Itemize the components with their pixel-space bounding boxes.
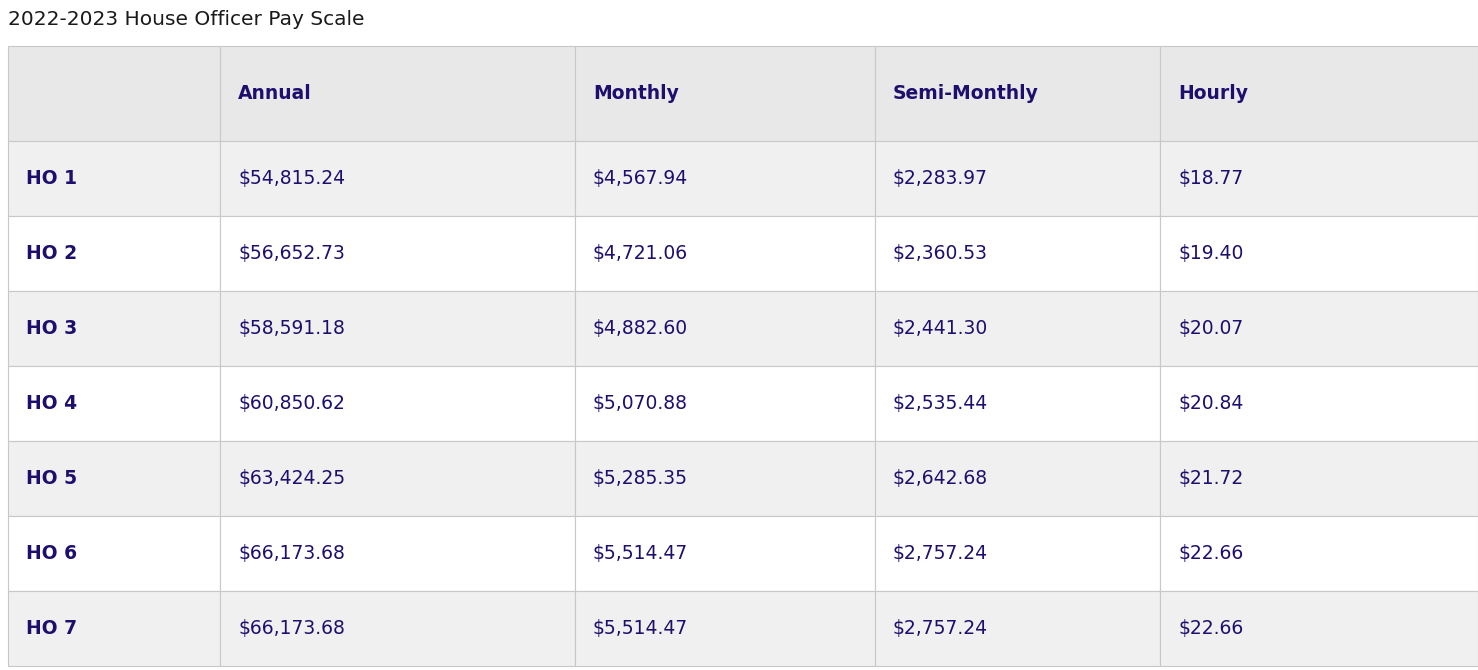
Text: 2022-2023 House Officer Pay Scale: 2022-2023 House Officer Pay Scale: [7, 10, 365, 29]
Bar: [1160, 516, 1478, 591]
Text: $19.40: $19.40: [1178, 244, 1243, 263]
Text: $2,535.44: $2,535.44: [893, 394, 989, 413]
Text: $4,721.06: $4,721.06: [593, 244, 689, 263]
Bar: [220, 366, 575, 441]
Bar: [1160, 366, 1478, 441]
Text: $58,591.18: $58,591.18: [238, 319, 344, 338]
Bar: [875, 216, 1160, 291]
Text: HO 7: HO 7: [27, 619, 77, 638]
Bar: [875, 46, 1160, 141]
Text: $5,285.35: $5,285.35: [593, 469, 687, 488]
Text: $18.77: $18.77: [1178, 169, 1243, 188]
Text: $22.66: $22.66: [1178, 619, 1243, 638]
Text: $56,652.73: $56,652.73: [238, 244, 344, 263]
Bar: [220, 46, 575, 141]
Bar: [575, 516, 875, 591]
Text: $66,173.68: $66,173.68: [238, 619, 344, 638]
Bar: [7, 46, 220, 141]
Text: HO 4: HO 4: [27, 394, 77, 413]
Text: $2,757.24: $2,757.24: [893, 619, 989, 638]
Text: $5,514.47: $5,514.47: [593, 544, 689, 563]
Bar: [575, 366, 875, 441]
Text: $66,173.68: $66,173.68: [238, 544, 344, 563]
Text: $60,850.62: $60,850.62: [238, 394, 344, 413]
Bar: [7, 516, 220, 591]
Bar: [1160, 46, 1478, 141]
Text: $20.84: $20.84: [1178, 394, 1243, 413]
Bar: [7, 441, 220, 516]
Bar: [575, 591, 875, 666]
Bar: [575, 46, 875, 141]
Text: $2,283.97: $2,283.97: [893, 169, 987, 188]
Text: $4,567.94: $4,567.94: [593, 169, 689, 188]
Text: $2,642.68: $2,642.68: [893, 469, 989, 488]
Text: HO 6: HO 6: [27, 544, 77, 563]
Text: HO 2: HO 2: [27, 244, 77, 263]
Text: Monthly: Monthly: [593, 84, 678, 103]
Text: $20.07: $20.07: [1178, 319, 1243, 338]
Bar: [875, 291, 1160, 366]
Bar: [575, 216, 875, 291]
Bar: [7, 141, 220, 216]
Text: $5,070.88: $5,070.88: [593, 394, 687, 413]
Bar: [7, 591, 220, 666]
Text: $2,360.53: $2,360.53: [893, 244, 987, 263]
Text: HO 3: HO 3: [27, 319, 77, 338]
Bar: [875, 441, 1160, 516]
Bar: [1160, 141, 1478, 216]
Bar: [7, 291, 220, 366]
Bar: [875, 366, 1160, 441]
Text: $4,882.60: $4,882.60: [593, 319, 689, 338]
Bar: [220, 591, 575, 666]
Text: Annual: Annual: [238, 84, 312, 103]
Text: $54,815.24: $54,815.24: [238, 169, 346, 188]
Text: Hourly: Hourly: [1178, 84, 1247, 103]
Text: HO 5: HO 5: [27, 469, 77, 488]
Bar: [1160, 591, 1478, 666]
Text: $2,757.24: $2,757.24: [893, 544, 989, 563]
Bar: [220, 441, 575, 516]
Bar: [875, 591, 1160, 666]
Bar: [220, 141, 575, 216]
Bar: [7, 216, 220, 291]
Text: $63,424.25: $63,424.25: [238, 469, 346, 488]
Bar: [875, 141, 1160, 216]
Bar: [1160, 216, 1478, 291]
Bar: [1160, 441, 1478, 516]
Bar: [575, 141, 875, 216]
Bar: [220, 516, 575, 591]
Text: $21.72: $21.72: [1178, 469, 1243, 488]
Text: Semi-Monthly: Semi-Monthly: [893, 84, 1039, 103]
Text: $22.66: $22.66: [1178, 544, 1243, 563]
Bar: [575, 441, 875, 516]
Bar: [1160, 291, 1478, 366]
Text: HO 1: HO 1: [27, 169, 77, 188]
Bar: [575, 291, 875, 366]
Bar: [220, 291, 575, 366]
Text: $2,441.30: $2,441.30: [893, 319, 989, 338]
Bar: [7, 366, 220, 441]
Bar: [875, 516, 1160, 591]
Bar: [220, 216, 575, 291]
Text: $5,514.47: $5,514.47: [593, 619, 689, 638]
